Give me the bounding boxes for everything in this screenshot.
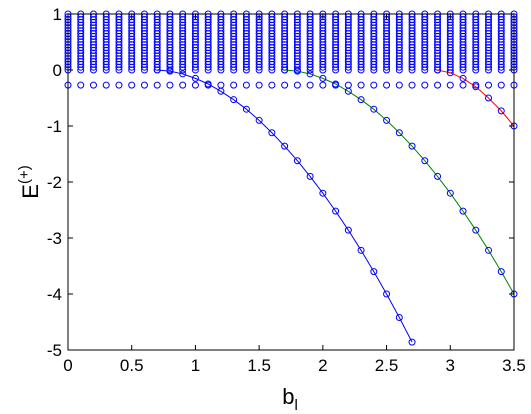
marker [191,74,199,82]
marker [242,81,250,89]
marker [472,83,480,91]
marker [383,81,391,89]
x-tick-label: 0 [63,356,72,375]
marker [459,207,467,215]
marker [472,226,480,234]
marker [383,116,391,124]
marker [383,290,391,298]
marker [115,81,123,89]
marker [421,157,429,165]
marker [102,81,110,89]
marker [242,105,250,113]
y-tick-label: 0 [53,61,62,80]
marker [255,81,263,89]
x-tick-label: 1.5 [247,356,271,375]
marker [459,74,467,82]
marker [332,207,340,215]
y-label-base: E [18,184,43,199]
marker [230,81,238,89]
marker [230,96,238,104]
marker [485,246,493,254]
marker [319,81,327,89]
x-tick-label: 2.5 [375,356,399,375]
marker [421,81,429,89]
marker [370,81,378,89]
x-tick-label: 0.5 [120,356,144,375]
y-tick-label: -2 [47,173,62,192]
marker [268,81,276,89]
marker [204,80,212,88]
y-tick-label: 1 [53,5,62,24]
marker [179,70,187,78]
marker [446,81,454,89]
marker [357,96,365,104]
marker [408,81,416,89]
marker [179,81,187,89]
marker [281,142,289,150]
x-tick-label: 1 [191,356,200,375]
marker [306,70,314,78]
marker [140,81,148,89]
marker [485,94,493,102]
marker [395,81,403,89]
marker [281,66,289,74]
marker [255,116,263,124]
marker [128,81,136,89]
marker [293,81,301,89]
marker [459,81,467,89]
marker [153,66,161,74]
marker [497,268,505,276]
curve [157,69,413,343]
marker [217,87,225,95]
y-axis-label: E(+) [16,165,43,198]
marker [357,81,365,89]
x-axis-label: bl [282,384,298,414]
marker [77,81,85,89]
marker [281,81,289,89]
marker [319,74,327,82]
curve [284,69,515,295]
marker [395,314,403,322]
marker [485,81,493,89]
y-tick-label: -5 [47,341,62,360]
x-tick-label: 3.5 [502,356,526,375]
x-label-base: b [282,384,294,409]
marker [446,69,454,77]
marker [408,338,416,346]
marker [395,129,403,137]
marker [408,142,416,150]
marker [434,66,442,74]
marker [370,105,378,113]
y-tick-label: -1 [47,117,62,136]
marker [153,81,161,89]
marker [357,246,365,254]
x-label-sub: l [294,397,297,414]
y-label-sup: (+) [16,165,33,184]
y-tick-label: -3 [47,229,62,248]
marker [332,80,340,88]
marker [370,268,378,276]
x-tick-label: 3 [446,356,455,375]
marker [166,67,174,75]
marker [89,81,97,89]
marker [293,67,301,75]
marker [319,189,327,197]
marker [344,87,352,95]
marker [497,81,505,89]
x-tick-label: 2 [318,356,327,375]
marker [191,81,199,89]
marker [434,81,442,89]
marker [434,172,442,180]
marker [293,157,301,165]
marker [306,172,314,180]
marker [497,107,505,115]
marker [306,81,314,89]
y-tick-label: -4 [47,285,62,304]
marker [344,226,352,234]
curve [437,69,515,127]
marker [166,81,174,89]
marker [268,129,276,137]
marker [446,189,454,197]
